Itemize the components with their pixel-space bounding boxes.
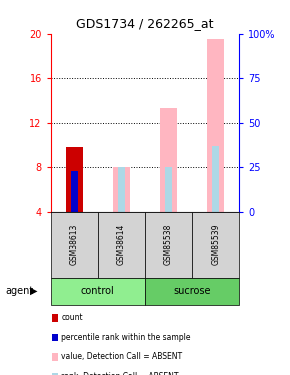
Text: rank, Detection Call = ABSENT: rank, Detection Call = ABSENT [61, 372, 179, 375]
Text: GDS1734 / 262265_at: GDS1734 / 262265_at [76, 17, 214, 30]
Text: value, Detection Call = ABSENT: value, Detection Call = ABSENT [61, 352, 183, 362]
Bar [212, 146, 219, 212]
Bar [160, 108, 177, 212]
Text: ▶: ▶ [30, 286, 37, 296]
Bar [207, 39, 224, 212]
Bar [165, 167, 172, 212]
Text: percentile rank within the sample: percentile rank within the sample [61, 333, 191, 342]
Bar [71, 171, 78, 212]
Text: sucrose: sucrose [173, 286, 211, 296]
Text: GSM85539: GSM85539 [211, 224, 220, 266]
Bar [118, 167, 125, 212]
Text: agent: agent [6, 286, 34, 296]
Text: GSM85538: GSM85538 [164, 224, 173, 266]
Text: GSM38614: GSM38614 [117, 224, 126, 266]
Text: count: count [61, 314, 83, 322]
Bar [66, 147, 83, 212]
Text: control: control [81, 286, 115, 296]
Text: GSM38613: GSM38613 [70, 224, 79, 266]
Bar [113, 167, 130, 212]
